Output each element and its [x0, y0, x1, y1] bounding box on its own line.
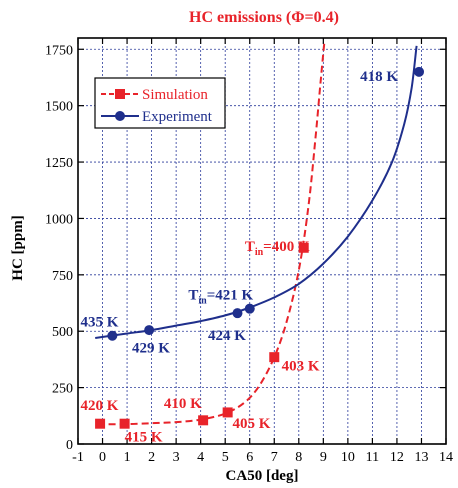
experiment-point [414, 66, 425, 77]
data-label: 424 K [208, 328, 246, 344]
simulation-point [222, 407, 233, 418]
y-axis-label: HC [ppm] [10, 215, 26, 280]
y-tick-label: 0 [66, 438, 73, 453]
y-tick-label: 1750 [45, 43, 73, 58]
experiment-fit-line [95, 45, 418, 339]
y-tick-label: 750 [52, 269, 73, 284]
x-tick-label: 0 [99, 450, 106, 465]
x-tick-label: 6 [246, 450, 253, 465]
x-tick-label: 8 [295, 450, 302, 465]
data-label-subscript: in [198, 296, 207, 307]
x-tick-label: 14 [439, 450, 453, 465]
data-label: 435 K [80, 315, 118, 331]
experiment-point [232, 308, 243, 319]
chart-title: HC emissions (Φ=0.4) [189, 9, 339, 26]
data-label: 405 K [233, 416, 271, 432]
data-label: 410 K [164, 396, 202, 412]
y-tick-label: 500 [52, 325, 73, 340]
y-tick-label: 1000 [45, 212, 73, 227]
data-label: 418 K [360, 69, 398, 85]
simulation-point [198, 415, 209, 426]
data-label-subscript: in [255, 247, 264, 258]
x-tick-label: 10 [341, 450, 355, 465]
simulation-point [269, 352, 280, 363]
data-label: 420 K [80, 398, 118, 414]
y-tick-label: 1250 [45, 156, 73, 171]
axes: -1 0 1 2 3 4 5 6 7 8 9 10 11 12 13 14025050075010001250… [45, 37, 453, 465]
x-tick-label: 13 [414, 450, 428, 465]
legend-marker-simulation [115, 89, 125, 99]
x-axis-label: CA50 [deg] [226, 468, 299, 484]
legend-label-simulation: Simulation [142, 87, 208, 103]
plot-frame [77, 37, 447, 445]
data-label-rest: =421 K [207, 288, 254, 304]
data-label: 415 K [125, 430, 163, 446]
experiment-point [144, 325, 155, 336]
experiment-point [107, 330, 118, 341]
data-label: 403 K [282, 359, 320, 375]
legend: Simulation Experiment [94, 77, 226, 129]
series-layer [95, 40, 425, 429]
simulation-point [298, 242, 309, 253]
y-tick-label: 1500 [45, 100, 73, 115]
x-tick-label: 3 [173, 450, 180, 465]
simulation-point [95, 418, 106, 429]
legend-marker-experiment [115, 111, 125, 121]
data-label-rest: =400 K [263, 239, 310, 255]
x-tick-label: 1 [124, 450, 131, 465]
experiment-point [244, 303, 255, 314]
x-tick-label: 9 [320, 450, 327, 465]
x-tick-label: -1 [72, 450, 84, 465]
x-tick-label: 12 [390, 450, 404, 465]
data-label: 429 K [132, 341, 170, 357]
x-tick-label: 5 [222, 450, 229, 465]
simulation-point [119, 418, 130, 429]
x-tick-label: 7 [271, 450, 278, 465]
y-tick-label: 250 [52, 382, 73, 397]
legend-label-experiment: Experiment [142, 109, 213, 125]
x-tick-label: 2 [148, 450, 155, 465]
x-tick-label: 4 [197, 450, 204, 465]
x-tick-label: 11 [366, 450, 379, 465]
